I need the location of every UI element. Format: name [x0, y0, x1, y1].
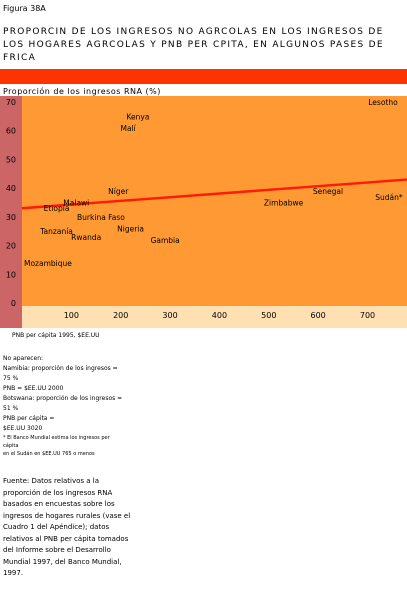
- point-label: Burkina Faso: [77, 213, 125, 222]
- x-tick-label: 700: [360, 311, 375, 320]
- source-line: Fuente: Datos relativos a la: [3, 477, 100, 485]
- point-label: Lesotho: [368, 98, 398, 107]
- source-line: proporción de los ingresos RNA: [3, 488, 113, 497]
- point-label: Níger: [108, 187, 129, 196]
- x-tick-label: 500: [261, 311, 276, 320]
- x-tick-label: 600: [311, 311, 326, 320]
- point-label: Senegal: [313, 187, 343, 196]
- y-tick-label: 20: [6, 242, 16, 251]
- footnote-line: * El Banco Mundial estima los ingresos p…: [3, 435, 110, 441]
- notes-line: Namibia: proporción de los ingresos =: [3, 365, 118, 372]
- y-ticks: 0 10 20 30 40 50 60 70: [6, 98, 16, 308]
- y-axis-label: Proporción de los ingresos RNA (%): [3, 87, 161, 96]
- point-label: Sudán*: [375, 193, 403, 202]
- point-label: Rwanda: [71, 233, 101, 242]
- y-tick-label: 60: [6, 127, 16, 136]
- x-tick-label: 400: [212, 311, 227, 320]
- y-tick-label: 30: [6, 213, 16, 222]
- point-label: Kenya: [127, 112, 150, 121]
- plot-area: [22, 96, 407, 306]
- y-tick-label: 40: [6, 184, 16, 193]
- notes-line: 51 %: [3, 405, 19, 412]
- x-tick-label: 300: [162, 311, 177, 320]
- trend-line: [21, 178, 407, 210]
- notes-line: Botswana: proporción de los ingresos =: [3, 395, 123, 402]
- point-label: Malawi: [63, 199, 89, 208]
- y-tick-label: 0: [11, 299, 16, 308]
- notes-line: $EE.UU 3020: [3, 425, 43, 432]
- title-line: LOS HOGARES AGRCOLAS Y PNB PER CPITA, EN…: [3, 40, 384, 50]
- notes-line: 75 %: [3, 375, 19, 382]
- source-block: Fuente: Datos relativos a la proporción …: [3, 476, 143, 580]
- x-axis-band: [22, 306, 407, 328]
- source-line: Mundial 1997, del Banco Mundial,: [3, 557, 122, 566]
- point-label: Gambia: [151, 236, 180, 245]
- source-line: del Informe sobre el Desarrollo: [3, 546, 111, 554]
- point-label: Etiopía: [44, 204, 70, 213]
- x-tick-label: 100: [64, 311, 79, 320]
- footnote-line: cápita: [3, 443, 19, 449]
- y-tick-label: 10: [6, 270, 16, 279]
- notes-block: No aparecen: Namibia: proporción de los …: [3, 354, 143, 434]
- point-label: Tanzanía: [39, 227, 73, 236]
- accent-bar: [0, 69, 407, 84]
- point-label: Zimbabwe: [264, 199, 304, 208]
- y-tick-label: 50: [6, 155, 16, 164]
- x-axis-label: PNB per cápita 1995, $EE.UU: [12, 332, 100, 339]
- source-line: relativos al PNB per cápita tomados: [3, 534, 129, 543]
- x-tick-label: 200: [113, 311, 128, 320]
- title-line: PROPORCIN DE LOS INGRESOS NO AGRCOLAS EN…: [3, 27, 384, 37]
- y-axis-band: [0, 96, 22, 328]
- source-line: ingresos de hogares rurales (vase el: [3, 511, 131, 520]
- x-ticks: 100 200 300 400 500 600 700: [64, 311, 375, 320]
- source-line: basados en encuestas sobre los: [3, 500, 115, 508]
- source-line: 1997.: [3, 569, 24, 577]
- source-line: Cuadro 1 del Apéndice); datos: [3, 523, 110, 531]
- notes-line: PNB = $EE.UU 2000: [3, 385, 64, 392]
- point-label: Nigeria: [117, 224, 144, 233]
- notes-line: No aparecen:: [3, 355, 44, 362]
- point-label: Malí: [121, 124, 137, 133]
- figure-label: Figura 38A: [3, 4, 46, 13]
- footnote-line: en el Sudán en $EE.UU 765 o menos: [3, 451, 95, 457]
- notes-line: PNB per cápita =: [3, 415, 55, 422]
- footnote-block: * El Banco Mundial estima los ingresos p…: [3, 434, 143, 458]
- y-tick-label: 70: [6, 98, 16, 107]
- chart-title: PROPORCIN DE LOS INGRESOS NO AGRCOLAS EN…: [3, 26, 403, 65]
- scatter-chart: 0 10 20 30 40 50 60 70 100 200 300 400 500 600 700 Ke…: [0, 96, 407, 328]
- point-label: Mozambique: [24, 259, 72, 268]
- title-line: FRICA: [3, 53, 37, 63]
